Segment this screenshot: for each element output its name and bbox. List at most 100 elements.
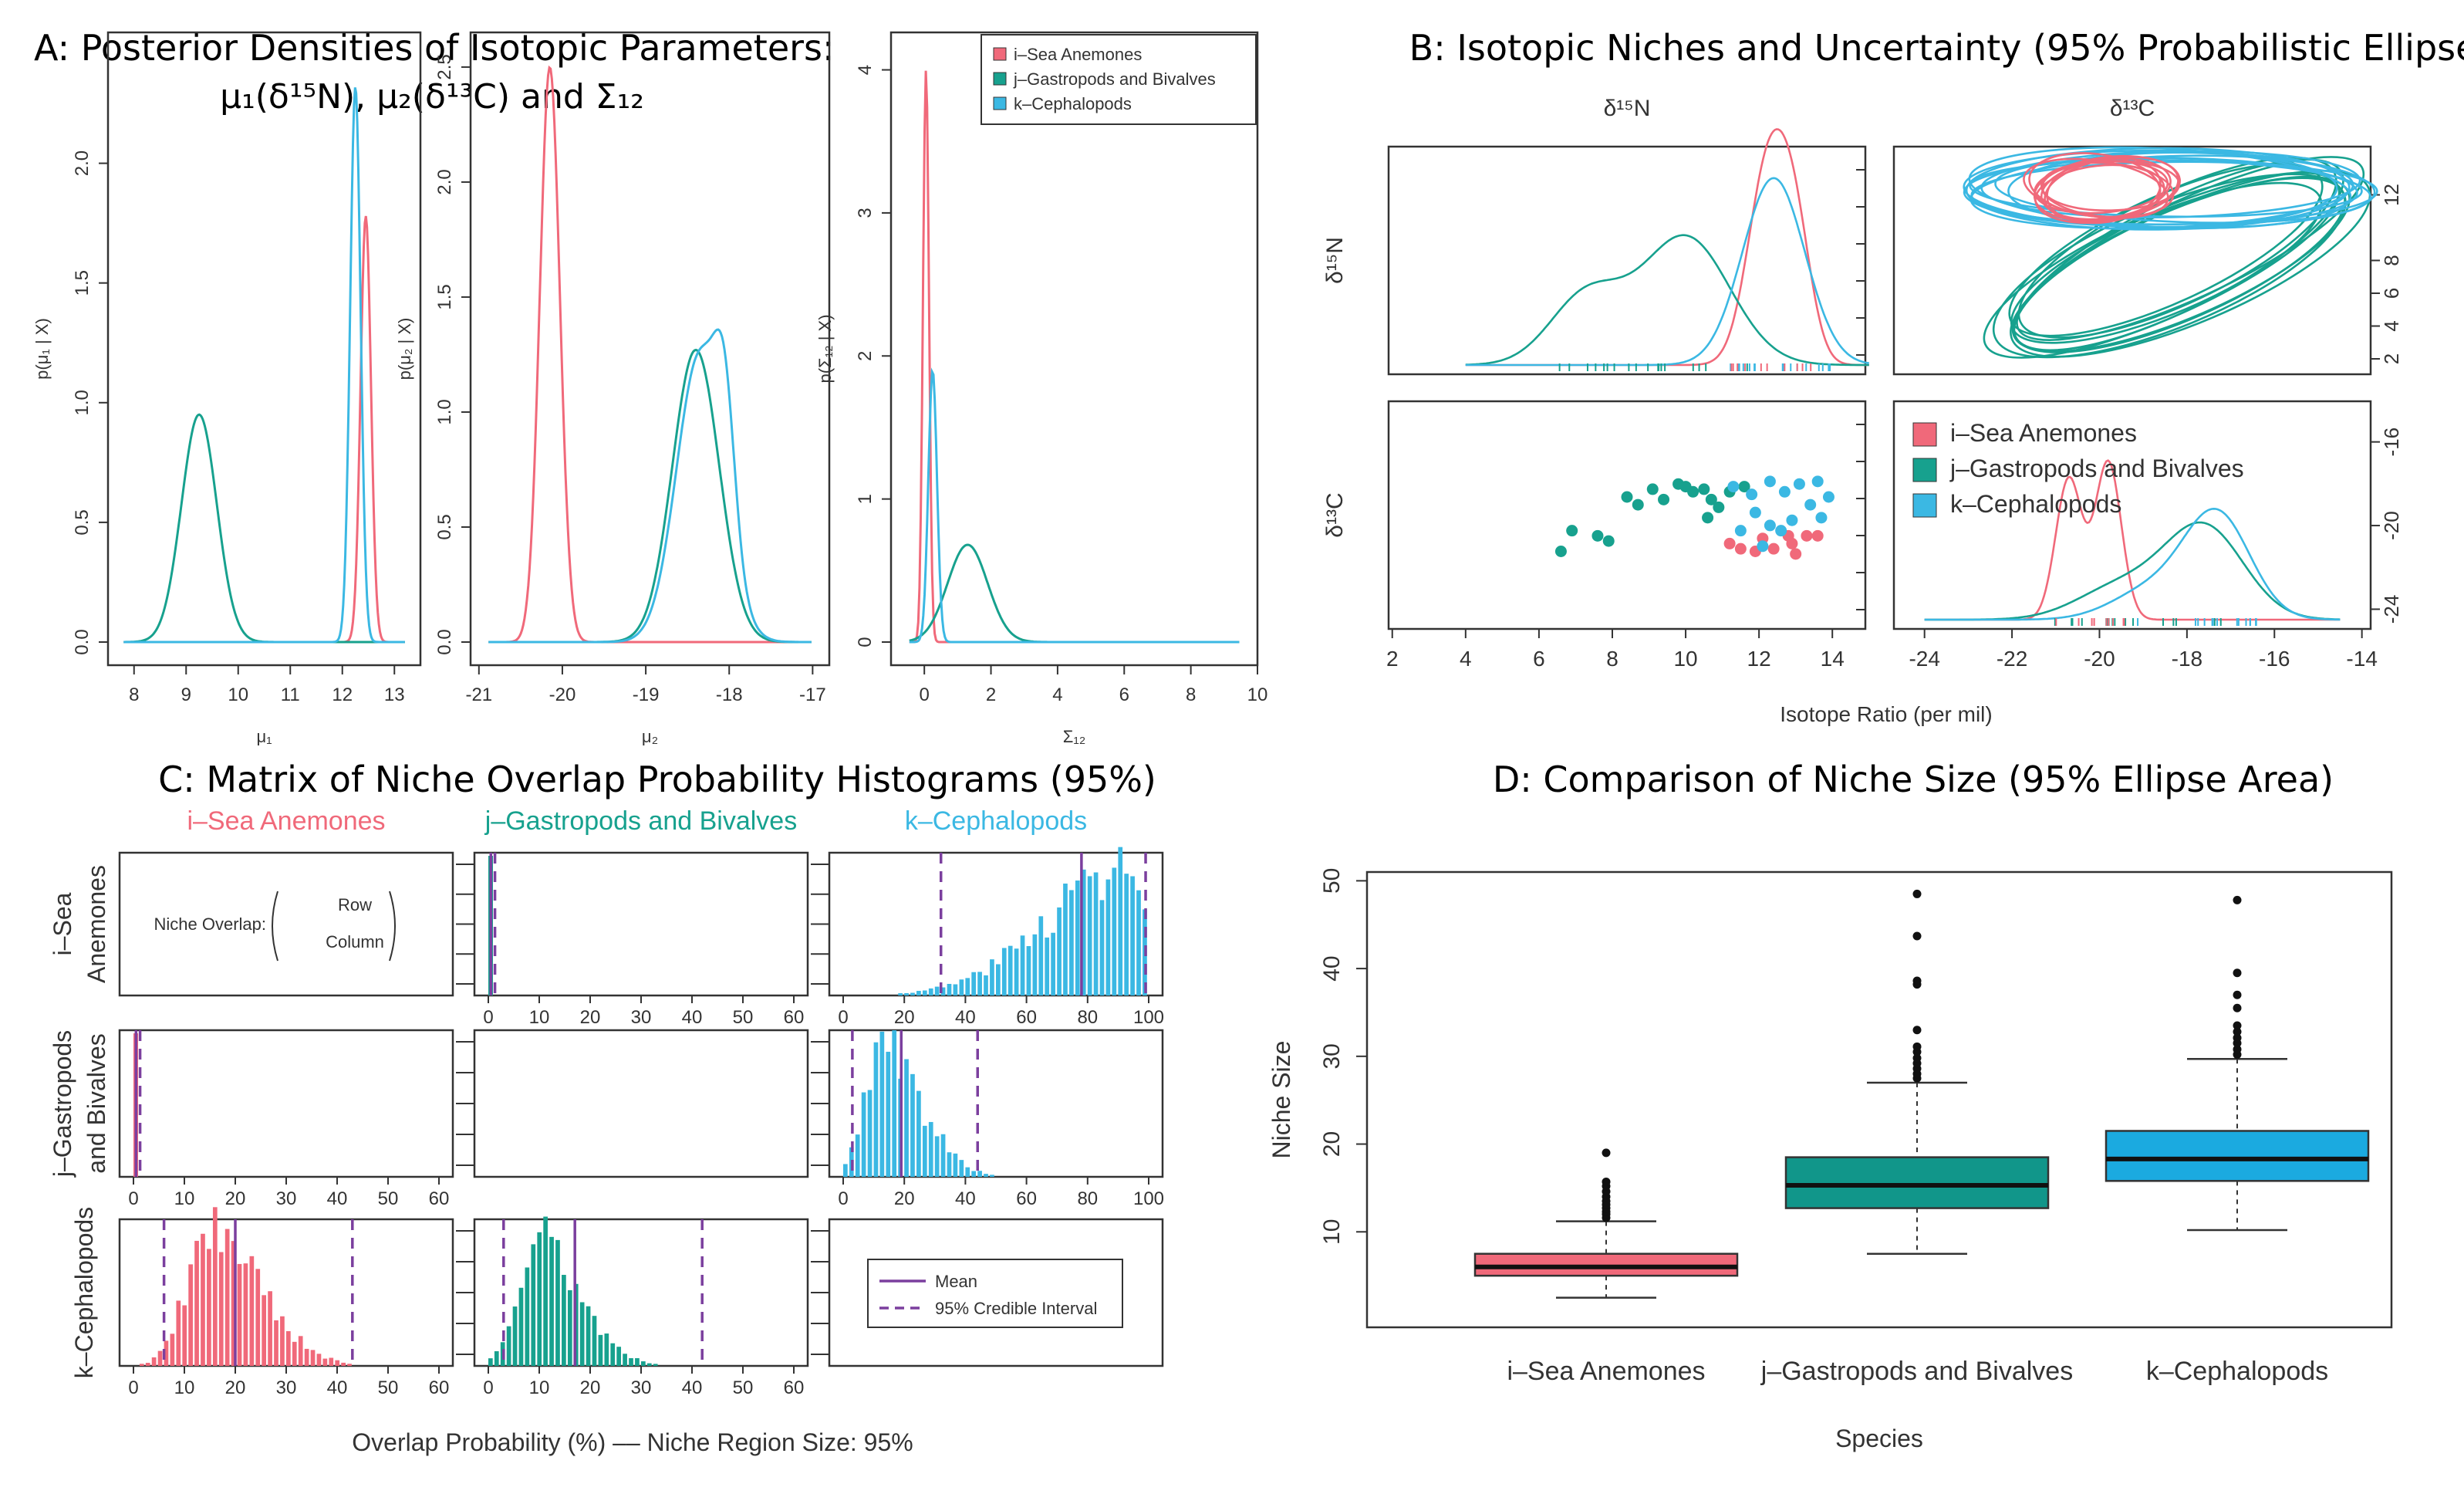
hist-bar bbox=[531, 1244, 536, 1366]
x-tick-label: 8 bbox=[1186, 684, 1196, 705]
hist-bar bbox=[984, 975, 988, 995]
hist-i-k: 0 20 40 60 80 100 bbox=[838, 847, 1164, 1028]
hist-bar bbox=[1014, 948, 1019, 995]
hist-bar bbox=[268, 1291, 272, 1366]
plot-frame bbox=[1365, 870, 2393, 1329]
y-tick-label: -24 bbox=[2380, 595, 2403, 624]
y-tick-label: 12 bbox=[2380, 184, 2403, 206]
box-3 bbox=[2105, 895, 2370, 1232]
hist-bar bbox=[843, 1164, 848, 1177]
scatter-point-1 bbox=[1790, 548, 1802, 560]
hist-bar bbox=[904, 992, 909, 995]
y-tick-label: 3 bbox=[855, 208, 876, 218]
legend-swatch bbox=[993, 96, 1007, 110]
scatter-point-2 bbox=[1554, 546, 1567, 557]
hist-bar bbox=[984, 1174, 988, 1177]
x-tick-label: 60 bbox=[784, 1007, 805, 1028]
hist-bar bbox=[892, 1030, 897, 1177]
scatter-point-3 bbox=[1764, 519, 1776, 532]
hist-bar bbox=[518, 1287, 524, 1366]
y-tick-label: 40 bbox=[1319, 955, 1345, 981]
scatter-point-3 bbox=[1764, 475, 1776, 488]
hist-bar bbox=[243, 1263, 248, 1366]
density-line-3 bbox=[909, 367, 1240, 644]
x-tick-label: 40 bbox=[955, 1007, 976, 1028]
y-tick-label: 20 bbox=[1319, 1131, 1345, 1157]
x-tick-label: 12 bbox=[1747, 647, 1771, 671]
hist-j-i: 0 10 20 30 40 50 60 bbox=[128, 1030, 449, 1209]
y-tick-label: 0.0 bbox=[72, 629, 93, 654]
panel-c: i–Sea Anemones j–Gastropods and Bivalves k… bbox=[49, 806, 1164, 1456]
hist-bar bbox=[207, 1249, 211, 1366]
box-1 bbox=[1473, 1148, 1739, 1299]
scatter-point-2 bbox=[1702, 512, 1714, 524]
x-tick-label: 9 bbox=[181, 684, 191, 705]
hist-bar bbox=[347, 1364, 352, 1366]
scatter-point-2 bbox=[1713, 501, 1725, 513]
scatter-point-1 bbox=[1786, 537, 1798, 549]
hist-bar bbox=[1118, 847, 1123, 995]
hist-bar bbox=[494, 1350, 499, 1366]
y-tick-label: 0 bbox=[855, 637, 876, 647]
hist-bar bbox=[188, 1264, 193, 1366]
scatter-point-3 bbox=[1793, 478, 1805, 490]
matrix-cell-frame bbox=[118, 1029, 454, 1178]
y-axis-label: p(Σ₁₂ | X) bbox=[815, 314, 835, 383]
col-header-2: j–Gastropods and Bivalves bbox=[484, 806, 797, 836]
hist-bar bbox=[262, 1295, 267, 1366]
note-row: Row bbox=[338, 895, 372, 914]
hist-bar bbox=[965, 1167, 970, 1177]
x-tick-label: 60 bbox=[784, 1377, 805, 1398]
scatter-point-3 bbox=[1727, 481, 1740, 493]
scatter-point-3 bbox=[1746, 488, 1758, 501]
col-label-c13: δ¹³C bbox=[2110, 96, 2155, 121]
col-label-n15: δ¹⁵N bbox=[1604, 96, 1651, 121]
x-tick-label: 14 bbox=[1821, 647, 1845, 671]
x-tick-label: 40 bbox=[327, 1188, 348, 1209]
x-tick-label: 4 bbox=[1460, 647, 1472, 671]
hist-bar bbox=[922, 1125, 927, 1177]
hist-bar bbox=[916, 991, 921, 995]
hist-bar bbox=[1112, 867, 1117, 995]
hist-bar bbox=[1063, 883, 1068, 995]
col-header-1: i–Sea Anemones bbox=[187, 806, 385, 836]
hist-bar bbox=[316, 1354, 322, 1366]
outlier-point bbox=[1912, 1026, 1922, 1035]
hist-bar bbox=[555, 1239, 560, 1366]
hist-bar bbox=[971, 972, 977, 995]
hist-bar bbox=[224, 1229, 230, 1366]
hist-bar bbox=[996, 964, 1001, 995]
matrix-cell-frame bbox=[473, 1218, 809, 1367]
density-c13-1 bbox=[1924, 459, 2341, 621]
hist-bar bbox=[151, 1357, 157, 1366]
hist-bar bbox=[1105, 879, 1111, 995]
x-tick-label: -20 bbox=[2084, 647, 2115, 671]
scatter-point-1 bbox=[1767, 543, 1780, 555]
legend-label: k–Cephalopods bbox=[1014, 94, 1132, 113]
x-tick-label: 6 bbox=[1533, 647, 1545, 671]
hist-bar bbox=[953, 984, 958, 995]
x-tick-label: 30 bbox=[276, 1188, 297, 1209]
x-tick-label: 30 bbox=[631, 1007, 652, 1028]
outlier-point bbox=[1912, 976, 1922, 985]
x-tick-label: 20 bbox=[225, 1188, 246, 1209]
hist-bar bbox=[947, 983, 952, 995]
scatter-point-2 bbox=[1566, 525, 1578, 537]
y-axis-label: Niche Size bbox=[1267, 1041, 1295, 1159]
hist-bar bbox=[940, 987, 946, 995]
hist-bar bbox=[286, 1330, 291, 1366]
x-tick-label: 10 bbox=[174, 1377, 195, 1398]
plot-frame bbox=[106, 31, 422, 667]
category-label: i–Sea Anemones bbox=[1507, 1357, 1705, 1386]
hist-bar bbox=[947, 1152, 952, 1177]
hist-bar bbox=[237, 1263, 242, 1366]
scatter-point-2 bbox=[1602, 535, 1615, 547]
scatter-point-3 bbox=[1786, 514, 1798, 526]
hist-bar bbox=[1093, 872, 1099, 995]
hist-bar bbox=[1045, 937, 1050, 995]
hist-bar bbox=[623, 1354, 627, 1366]
col-header-3: k–Cephalopods bbox=[905, 806, 1087, 836]
panel-c-title: C: Matrix of Niche Overlap Probability H… bbox=[158, 759, 1156, 800]
panel-d-title: D: Comparison of Niche Size (95% Ellipse… bbox=[1493, 759, 2334, 800]
